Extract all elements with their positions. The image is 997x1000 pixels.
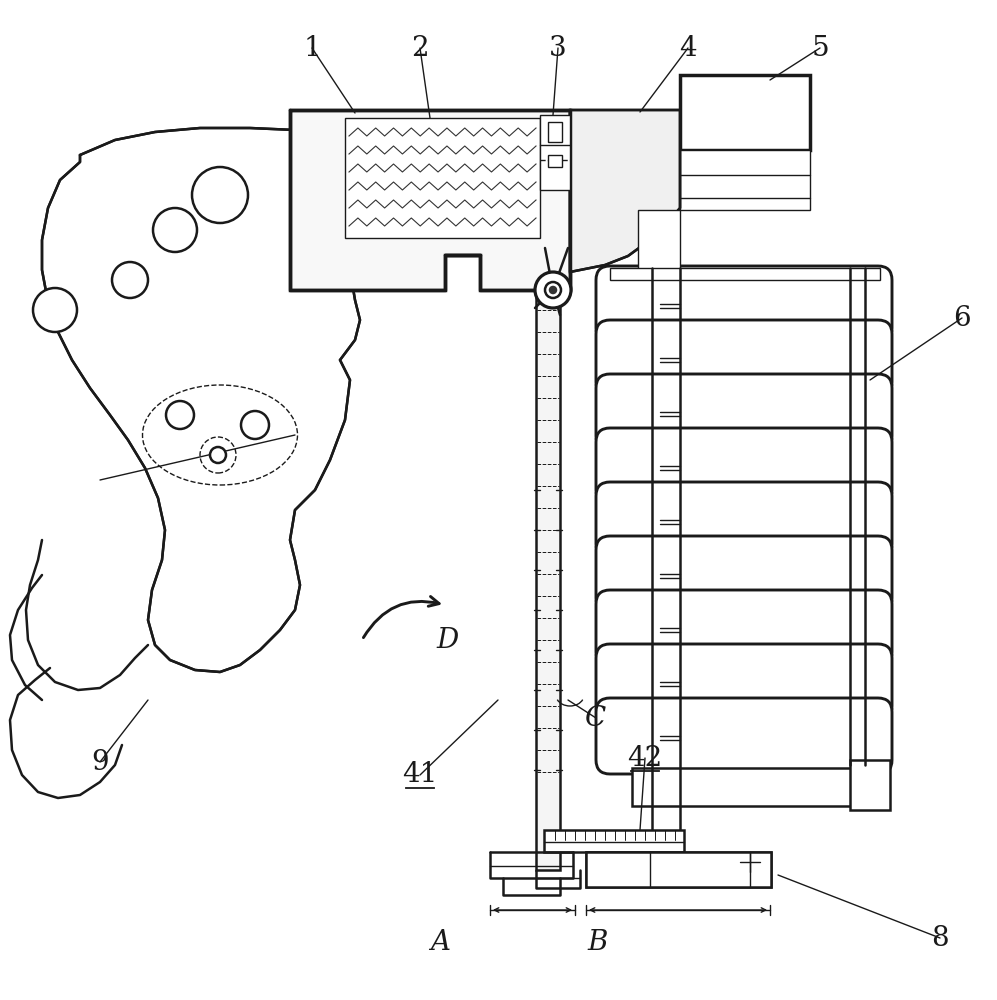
Text: 6: 6 (953, 304, 971, 332)
Text: C: C (585, 704, 606, 732)
Circle shape (210, 447, 226, 463)
Text: 42: 42 (627, 744, 663, 772)
Circle shape (545, 282, 561, 298)
Text: B: B (588, 928, 608, 956)
Bar (345, 118, 540, 238)
Bar (536, 290, 560, 870)
Bar (638, 210, 680, 278)
Text: 5: 5 (812, 34, 829, 62)
Circle shape (33, 288, 77, 332)
FancyBboxPatch shape (596, 320, 892, 396)
Bar (544, 830, 684, 852)
FancyBboxPatch shape (596, 698, 892, 774)
Text: 1: 1 (303, 34, 321, 62)
Text: A: A (430, 928, 450, 956)
Text: 8: 8 (931, 924, 949, 952)
Polygon shape (42, 128, 362, 672)
Bar (548, 155, 562, 167)
Bar (680, 150, 810, 210)
Bar (850, 760, 890, 810)
FancyBboxPatch shape (596, 482, 892, 558)
Circle shape (535, 272, 571, 308)
Circle shape (112, 262, 148, 298)
FancyBboxPatch shape (596, 428, 892, 504)
Text: 2: 2 (411, 34, 429, 62)
Text: 3: 3 (549, 34, 567, 62)
Circle shape (550, 287, 556, 293)
Bar (548, 122, 562, 142)
Bar (586, 852, 771, 887)
Circle shape (166, 401, 194, 429)
Bar (680, 75, 810, 150)
Text: 41: 41 (403, 762, 438, 788)
Text: 9: 9 (91, 748, 109, 776)
Polygon shape (290, 110, 570, 290)
Text: 4: 4 (679, 34, 697, 62)
Circle shape (241, 411, 269, 439)
FancyBboxPatch shape (596, 644, 892, 720)
FancyBboxPatch shape (596, 266, 892, 342)
Bar (632, 768, 875, 806)
Text: D: D (437, 626, 460, 654)
FancyArrowPatch shape (364, 596, 439, 638)
Bar (610, 268, 880, 280)
Bar (586, 852, 771, 887)
FancyBboxPatch shape (596, 374, 892, 450)
Circle shape (192, 167, 248, 223)
FancyBboxPatch shape (596, 590, 892, 666)
Circle shape (153, 208, 197, 252)
Bar (540, 115, 570, 190)
Polygon shape (570, 110, 680, 272)
FancyBboxPatch shape (596, 536, 892, 612)
